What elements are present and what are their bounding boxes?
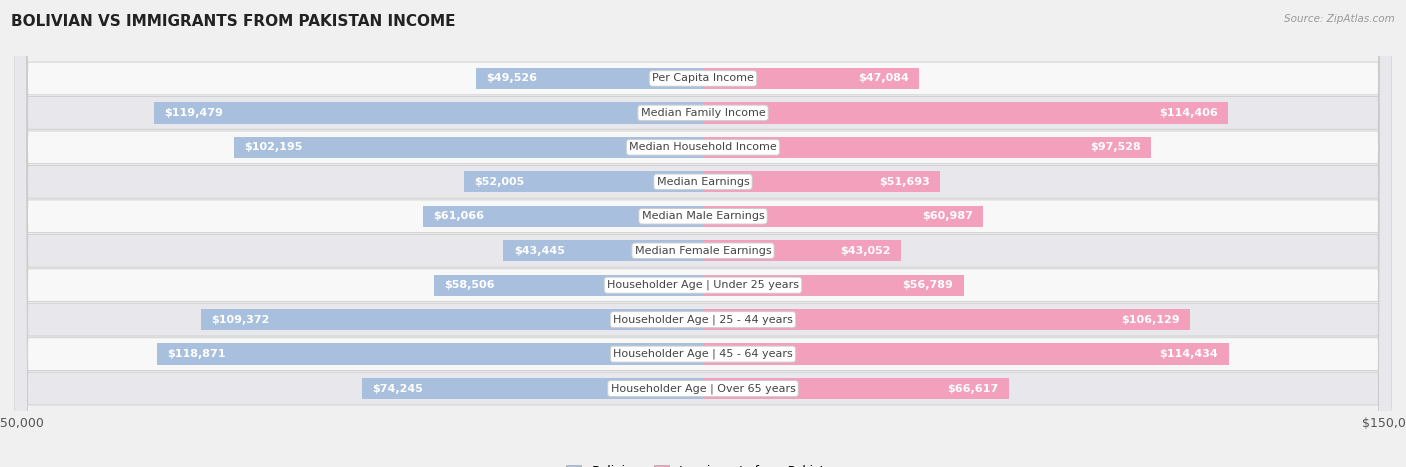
FancyBboxPatch shape [14, 0, 1392, 467]
Bar [703, 68, 920, 89]
Text: Median Earnings: Median Earnings [657, 177, 749, 187]
Text: Median Household Income: Median Household Income [628, 142, 778, 152]
Text: $51,693: $51,693 [879, 177, 931, 187]
Bar [201, 309, 703, 330]
Text: Householder Age | 45 - 64 years: Householder Age | 45 - 64 years [613, 349, 793, 359]
Text: Median Male Earnings: Median Male Earnings [641, 211, 765, 221]
Bar [703, 240, 901, 262]
Bar [423, 205, 703, 227]
Bar [703, 309, 1191, 330]
Text: $74,245: $74,245 [373, 383, 423, 394]
Text: Source: ZipAtlas.com: Source: ZipAtlas.com [1284, 14, 1395, 24]
Bar [703, 102, 1229, 124]
Bar [703, 205, 983, 227]
Legend: Bolivian, Immigrants from Pakistan: Bolivian, Immigrants from Pakistan [561, 460, 845, 467]
Text: $61,066: $61,066 [433, 211, 484, 221]
Text: $58,506: $58,506 [444, 280, 495, 290]
Text: BOLIVIAN VS IMMIGRANTS FROM PAKISTAN INCOME: BOLIVIAN VS IMMIGRANTS FROM PAKISTAN INC… [11, 14, 456, 29]
Bar [703, 343, 1229, 365]
Bar [703, 171, 941, 192]
Bar [475, 68, 703, 89]
Text: $114,434: $114,434 [1160, 349, 1218, 359]
Text: Householder Age | 25 - 44 years: Householder Age | 25 - 44 years [613, 314, 793, 325]
Text: Median Family Income: Median Family Income [641, 108, 765, 118]
Text: $109,372: $109,372 [211, 315, 270, 325]
Text: $49,526: $49,526 [486, 73, 537, 84]
FancyBboxPatch shape [14, 0, 1392, 467]
Bar [703, 378, 1010, 399]
FancyBboxPatch shape [14, 0, 1392, 467]
Text: $47,084: $47,084 [858, 73, 908, 84]
Text: Per Capita Income: Per Capita Income [652, 73, 754, 84]
FancyBboxPatch shape [14, 0, 1392, 467]
Text: $56,789: $56,789 [903, 280, 953, 290]
Text: Householder Age | Under 25 years: Householder Age | Under 25 years [607, 280, 799, 290]
FancyBboxPatch shape [14, 0, 1392, 467]
Text: $119,479: $119,479 [165, 108, 224, 118]
Text: $102,195: $102,195 [245, 142, 302, 152]
Bar [233, 137, 703, 158]
Bar [464, 171, 703, 192]
Text: $118,871: $118,871 [167, 349, 226, 359]
Text: $114,406: $114,406 [1160, 108, 1218, 118]
Bar [434, 275, 703, 296]
Text: $43,052: $43,052 [839, 246, 890, 256]
Bar [157, 343, 703, 365]
Text: Householder Age | Over 65 years: Householder Age | Over 65 years [610, 383, 796, 394]
Text: Median Female Earnings: Median Female Earnings [634, 246, 772, 256]
FancyBboxPatch shape [14, 0, 1392, 467]
FancyBboxPatch shape [14, 0, 1392, 467]
Bar [503, 240, 703, 262]
Bar [703, 275, 965, 296]
Bar [703, 137, 1152, 158]
Bar [361, 378, 703, 399]
Text: $60,987: $60,987 [922, 211, 973, 221]
Text: $66,617: $66,617 [948, 383, 998, 394]
Bar [155, 102, 703, 124]
FancyBboxPatch shape [14, 0, 1392, 467]
Text: $106,129: $106,129 [1122, 315, 1180, 325]
Text: $97,528: $97,528 [1090, 142, 1140, 152]
Text: $52,005: $52,005 [474, 177, 524, 187]
FancyBboxPatch shape [14, 0, 1392, 467]
Text: $43,445: $43,445 [513, 246, 565, 256]
FancyBboxPatch shape [14, 0, 1392, 467]
